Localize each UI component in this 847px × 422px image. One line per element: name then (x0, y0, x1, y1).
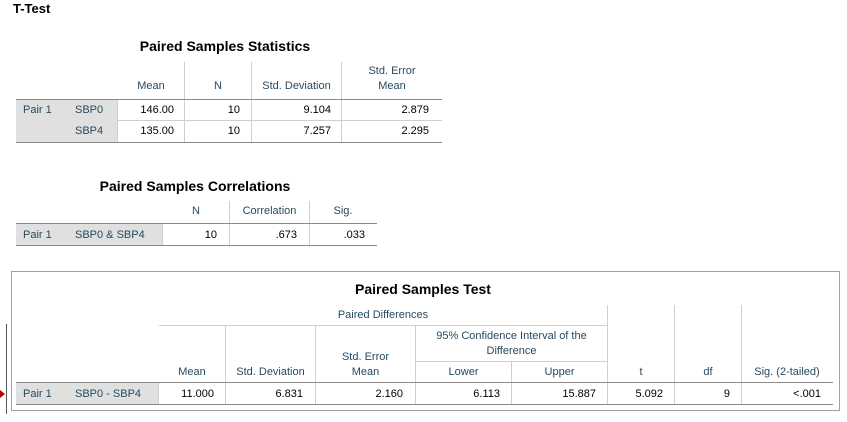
stats-cell-mean: 135.00 (140, 125, 174, 137)
corr-row-var: SBP0 & SBP4 (75, 229, 145, 241)
test-header-sig: Sig. (2-tailed) (754, 366, 820, 378)
stats-row-var: SBP0 (75, 104, 104, 116)
stats-cell-se: 2.879 (401, 104, 429, 116)
stats-cell-se: 2.295 (401, 125, 429, 137)
stats-header-n: N (214, 80, 222, 92)
corr-cell-sig: .033 (343, 229, 365, 241)
stats-cell-sd: 7.257 (303, 125, 331, 137)
corr-cell-correlation: .673 (275, 229, 297, 241)
test-header-df: df (703, 366, 713, 378)
cursor-line (6, 324, 7, 414)
stats-cell-sd: 9.104 (303, 104, 331, 116)
section-title: T-Test (13, 1, 51, 16)
stats-header-std-error: Std. Error (368, 65, 416, 77)
stats-pair-label: Pair 1 (23, 104, 52, 116)
test-header-t: t (639, 366, 643, 378)
test-header-ci-line2: Difference (486, 345, 537, 357)
corr-pair-label: Pair 1 (23, 229, 52, 241)
test-header-std-error-mean: Mean (351, 366, 380, 378)
corr-header-n: N (192, 205, 200, 217)
corr-cell-n: 10 (204, 229, 217, 241)
test-header-std-error: Std. Error (341, 351, 390, 363)
test-pair-label: Pair 1 (23, 388, 52, 400)
test-header-lower: Lower (448, 366, 479, 378)
stats-row-label-block (16, 100, 117, 142)
paired-samples-test-frame[interactable] (11, 271, 840, 411)
stats-header-mean: Mean (137, 80, 165, 92)
test-cell-upper: 15.887 (562, 388, 596, 400)
test-header-ci-line1: 95% Confidence Interval of the (436, 330, 587, 342)
test-header-std-deviation: Std. Deviation (236, 366, 305, 378)
test-cell-df: 9 (723, 388, 730, 400)
row-marker-icon (0, 390, 5, 398)
stats-cell-n: 10 (227, 104, 240, 116)
corr-header-correlation: Correlation (242, 205, 297, 217)
test-header-paired-differences: Paired Differences (337, 309, 429, 321)
test-header-upper: Upper (544, 366, 575, 378)
test-row-var: SBP0 - SBP4 (75, 388, 142, 400)
test-header-mean: Mean (178, 366, 206, 378)
test-cell-lower: 6.113 (473, 388, 500, 400)
stats-header-mean-2: Mean (378, 80, 406, 92)
stats-cell-mean: 146.00 (140, 104, 174, 116)
stats-cell-n: 10 (227, 125, 240, 137)
stats-row-var: SBP4 (75, 125, 104, 137)
test-row-label-block (16, 383, 158, 404)
corr-header-sig: Sig. (333, 205, 353, 217)
test-cell-t: 5.092 (635, 388, 663, 400)
stats-header-std-deviation: Std. Deviation (262, 80, 331, 92)
corr-row-label-block (16, 224, 162, 245)
test-cell-se: 2.160 (375, 388, 403, 400)
test-cell-sd: 6.831 (275, 388, 303, 400)
test-table-title: Paired Samples Test (355, 281, 491, 297)
test-cell-sig: <.001 (793, 388, 821, 400)
test-cell-mean: 11.000 (181, 388, 214, 400)
stats-table-title: Paired Samples Statistics (139, 38, 311, 54)
corr-table-title: Paired Samples Correlations (99, 178, 291, 194)
